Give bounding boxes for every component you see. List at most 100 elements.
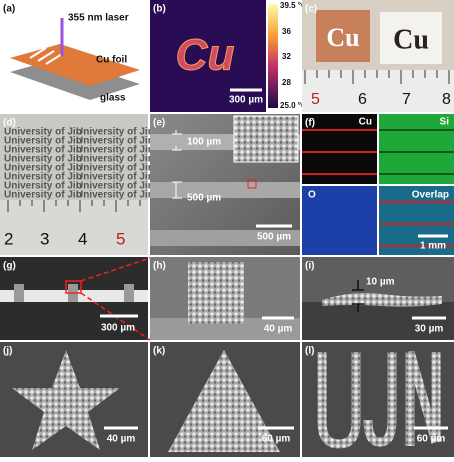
ruler-number: 3 xyxy=(40,229,49,248)
ruler-number: 4 xyxy=(78,229,87,248)
ruler xyxy=(0,200,148,255)
panel-label: (f) xyxy=(305,118,315,129)
glass-label: glass xyxy=(100,93,126,104)
groove xyxy=(29,47,47,59)
colorbar-label: 25.0 °C xyxy=(280,101,307,110)
ruler-number: 6 xyxy=(358,91,367,108)
laser-label: 355 nm laser xyxy=(68,13,129,24)
map-label: Si xyxy=(440,117,450,128)
scale-label: 40 µm xyxy=(107,434,136,445)
panel-h: 40 µm (h) xyxy=(150,257,300,340)
printed-text: University of Jin xyxy=(76,154,154,165)
ruler-number: 5 xyxy=(116,229,125,248)
scale-label: 1 mm xyxy=(420,241,446,252)
scale-label: 300 µm xyxy=(229,95,263,106)
cu-lines xyxy=(302,129,377,175)
cu-sample xyxy=(316,10,370,62)
panel-j: 40 µm (j) xyxy=(0,342,148,457)
printed-text: University of Jin xyxy=(76,136,154,147)
ruler-number: 7 xyxy=(402,91,411,108)
panel-label: (l) xyxy=(305,346,314,357)
printed-text: University of Jin xyxy=(76,127,154,138)
sample-text: Cu xyxy=(326,23,359,52)
ruler-number: 5 xyxy=(311,91,320,108)
si-map xyxy=(379,114,454,184)
colorbar-label: 36 xyxy=(282,27,291,36)
printed-text: University of Jin xyxy=(4,163,82,174)
line-pattern xyxy=(150,182,300,198)
triangle-pattern xyxy=(168,350,280,452)
printed-text: University of Jin xyxy=(76,181,154,192)
printed-text: University of Jin xyxy=(76,172,154,183)
colorbar-label: 32 xyxy=(282,52,291,61)
panel-label: (j) xyxy=(3,346,12,357)
foil-shape xyxy=(10,44,140,86)
o-map xyxy=(302,186,377,255)
substrate xyxy=(150,318,300,340)
printed-text: University of Jin xyxy=(4,154,82,165)
panel-label: (h) xyxy=(153,261,166,272)
colorbar-label: 28 xyxy=(282,78,291,87)
printed-text: University of Jin xyxy=(76,163,154,174)
printed-text: University of Jin xyxy=(76,190,154,201)
panel-b: Cu 39.5 °C 36 32 28 25.0 °C (b) 300 µm xyxy=(150,0,307,112)
sample-text: Cu xyxy=(393,24,429,55)
panel-l: 60 µm (l) xyxy=(302,342,454,457)
map-label: O xyxy=(308,190,316,201)
dimension-label: 100 µm xyxy=(187,137,221,148)
scale-label: 300 µm xyxy=(101,323,135,334)
printed-text: University of Jin xyxy=(4,145,82,156)
printed-text: University of Jin xyxy=(76,145,154,156)
scale-label: 500 µm xyxy=(257,232,291,243)
panel-label: (a) xyxy=(3,4,15,15)
pillar xyxy=(188,262,244,324)
panel-label: (c) xyxy=(305,4,317,15)
dimension-label: 10 µm xyxy=(366,277,395,288)
film xyxy=(322,292,442,307)
printed-text: University of Jin xyxy=(4,172,82,183)
letter-n xyxy=(405,350,441,446)
ruler-number: 8 xyxy=(442,91,451,108)
foil-label: Cu foil xyxy=(96,55,127,66)
pillar xyxy=(124,284,134,302)
scale-label: 60 µm xyxy=(262,434,291,445)
colorbar-label: 39.5 °C xyxy=(280,1,307,10)
panel-label: (d) xyxy=(3,118,16,129)
panel-g: 300 µm (g) xyxy=(0,257,151,341)
dimension xyxy=(172,130,182,151)
scale-label: 60 µm xyxy=(417,434,446,445)
substrate xyxy=(302,302,454,340)
pillar xyxy=(14,284,24,302)
panel-label: (e) xyxy=(153,118,165,129)
panel-k: 60 µm (k) xyxy=(150,342,300,457)
letter-u xyxy=(317,352,361,449)
line-pattern xyxy=(150,230,300,246)
thermal-pattern: Cu xyxy=(176,31,235,80)
panel-c: Cu Cu 5 6 7 8 (c) xyxy=(302,0,454,112)
groove xyxy=(37,50,55,62)
dimension xyxy=(172,181,182,199)
printed-text: University of Jin xyxy=(4,181,82,192)
printed-text: University of Jin xyxy=(4,136,82,147)
panel-f: Cu Si O Overlap 1 mm (f) xyxy=(302,114,454,255)
zoom-box xyxy=(65,280,82,294)
scale-label: 40 µm xyxy=(264,324,293,335)
groove xyxy=(45,53,63,65)
panel-a: (a) 355 nm laser Cu foil glass xyxy=(3,4,140,104)
star-pattern xyxy=(12,350,120,450)
ruler-number: 2 xyxy=(4,229,13,248)
colorbar xyxy=(268,4,278,108)
dimension-label: 500 µm xyxy=(187,193,221,204)
dimension xyxy=(352,280,364,312)
ruler xyxy=(302,70,454,112)
letter-j xyxy=(363,352,397,447)
panel-label: (k) xyxy=(153,346,165,357)
ruler-ticks xyxy=(7,200,141,212)
scale-label: 30 µm xyxy=(415,324,444,335)
panel-label: (b) xyxy=(153,4,166,15)
si-lines xyxy=(379,129,454,175)
inset xyxy=(233,115,299,163)
printed-text: University of Jin xyxy=(4,190,82,201)
